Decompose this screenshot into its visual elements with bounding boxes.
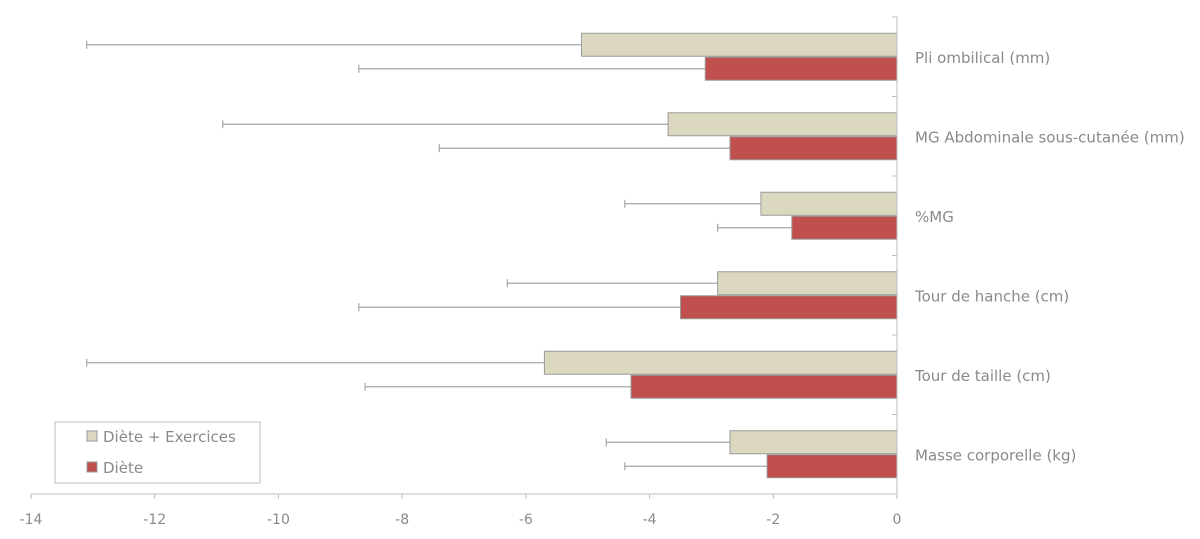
legend-label-diete-exercices: Diète + Exercices: [103, 428, 236, 446]
x-tick-label: 0: [893, 512, 902, 528]
legend: Diète + Exercices Diète: [54, 421, 261, 484]
legend-label-diete: Diète: [103, 459, 143, 477]
category-label-pli-ombilical-mm: Pli ombilical (mm): [915, 49, 1050, 67]
axes: [31, 16, 898, 495]
x-tick-label: -2: [766, 512, 780, 528]
bar-diete-tour-de-taille-cm: [630, 374, 898, 399]
category-labels: Pli ombilical (mm) MG Abdominale sous-cut…: [914, 49, 1185, 465]
category-label-tour-de-taille-cm: Tour de taille (cm): [914, 367, 1051, 385]
legend-swatch-diete: [86, 461, 98, 473]
x-tick-label: -14: [20, 512, 43, 528]
x-tick-label: -12: [143, 512, 166, 528]
bar-diete-tour-de-hanche-cm: [680, 295, 898, 320]
bar-diete-exercices-tour-de-taille-cm: [543, 350, 898, 375]
x-tick-label: -4: [643, 512, 657, 528]
x-tick-label: -10: [267, 512, 290, 528]
bar-diete-exercices-mg-abdominale-sous-cutanee-mm: [667, 112, 898, 137]
bar-diete-mg-abdominale-sous-cutanee-mm: [729, 136, 898, 161]
bar-diete-exercices-mg: [760, 191, 898, 216]
category-label-masse-corporelle-kg: Masse corporelle (kg): [915, 446, 1076, 464]
bar-diete-exercices-masse-corporelle-kg: [729, 430, 898, 455]
category-label-tour-de-hanche-cm: Tour de hanche (cm): [914, 287, 1069, 305]
bar-diete-pli-ombilical-mm: [704, 56, 898, 81]
category-label-mg-abdominale-sous-cutanee-mm: MG Abdominale sous-cutanée (mm): [915, 128, 1185, 146]
bars: [543, 32, 898, 479]
bar-diete-exercices-pli-ombilical-mm: [581, 32, 898, 57]
x-ticks: -14 -12 -10 -8 -6 -4 -2 0: [20, 494, 902, 528]
error-bars: [86, 40, 792, 471]
x-tick-label: -6: [519, 512, 533, 528]
bar-diete-masse-corporelle-kg: [766, 454, 898, 479]
x-tick-label: -8: [395, 512, 409, 528]
legend-swatch-diete-exercices: [86, 430, 98, 442]
bar-diete-exercices-tour-de-hanche-cm: [717, 271, 898, 296]
category-label-mg: %MG: [915, 208, 954, 226]
bar-diete-mg: [791, 215, 898, 240]
